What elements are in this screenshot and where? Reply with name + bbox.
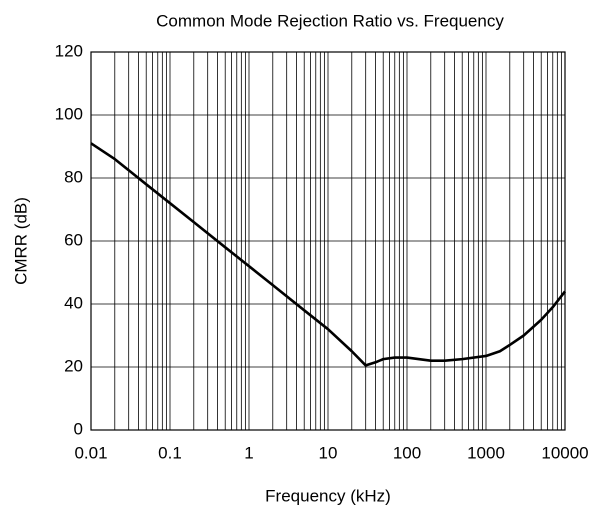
- y-axis-label: CMRR (dB): [11, 197, 30, 285]
- plot-frame: [90, 51, 566, 431]
- y-tick-label: 60: [64, 230, 83, 249]
- y-tick-label: 100: [55, 104, 83, 123]
- data-line: [90, 142, 567, 367]
- x-tick-label: 10: [319, 443, 338, 462]
- x-tick-label: 0.1: [158, 443, 182, 462]
- y-tick-label: 120: [55, 41, 83, 60]
- y-tick-label: 40: [64, 293, 83, 312]
- x-tick-label: 100: [393, 443, 421, 462]
- x-axis-label: Frequency (kHz): [265, 486, 391, 505]
- chart-title: Common Mode Rejection Ratio vs. Frequenc…: [156, 11, 504, 30]
- x-tick-label: 1000: [467, 443, 505, 462]
- x-tick-label: 10000: [541, 443, 588, 462]
- y-tick-label: 20: [64, 356, 83, 375]
- y-tick-label: 80: [64, 167, 83, 186]
- x-tick-label: 0.01: [74, 443, 107, 462]
- x-tick-label: 1: [244, 443, 253, 462]
- y-tick-label: 0: [74, 419, 83, 438]
